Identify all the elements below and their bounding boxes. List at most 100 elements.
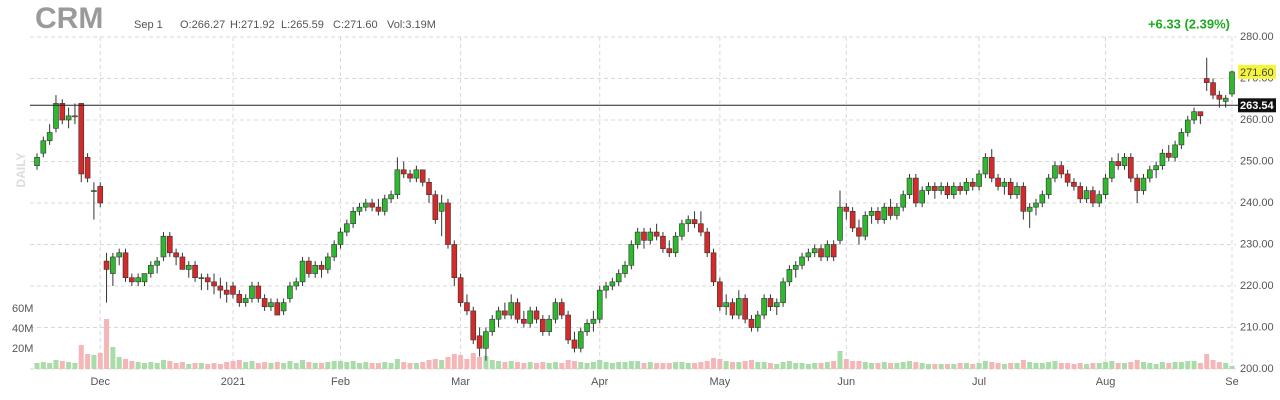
candle-body xyxy=(103,260,110,270)
volume-bar xyxy=(1001,364,1007,369)
candle-body xyxy=(1045,177,1052,196)
volume-bar xyxy=(477,357,483,369)
volume-bar xyxy=(995,363,1001,369)
volume-bar xyxy=(559,363,565,369)
volume-tick-label: 40M xyxy=(12,323,33,335)
volume-bar xyxy=(1204,354,1210,369)
volume-bar xyxy=(110,347,116,369)
candle-body xyxy=(628,244,635,266)
x-tick-label: Jun xyxy=(837,376,855,388)
candle-body xyxy=(723,302,729,308)
candle-body xyxy=(1159,152,1166,166)
candle-body xyxy=(249,285,255,299)
volume-bar xyxy=(888,363,894,369)
volume-bar xyxy=(1185,361,1191,369)
candle-body xyxy=(666,248,673,254)
candle-body xyxy=(78,103,85,175)
volume-bar xyxy=(913,362,919,369)
y-tick-label: 230.00 xyxy=(1240,238,1274,250)
candle-body xyxy=(1007,181,1014,195)
candle-body xyxy=(1121,157,1128,166)
candle-body xyxy=(483,331,489,349)
candle-body xyxy=(710,252,717,283)
candle-body xyxy=(660,235,666,249)
candle-body xyxy=(217,285,224,291)
candle-body xyxy=(97,186,104,204)
candle-body xyxy=(1147,169,1153,179)
candle-body xyxy=(634,231,641,245)
candle-body xyxy=(988,157,995,179)
volume-bar xyxy=(325,362,331,369)
volume-bar xyxy=(458,355,464,369)
volume-bar xyxy=(780,362,786,369)
candle-body xyxy=(426,181,432,195)
close-value: C:271.60 xyxy=(333,19,378,31)
candle-body xyxy=(141,273,148,283)
candle-body xyxy=(786,269,793,283)
candle-body xyxy=(540,318,546,332)
volume-bar xyxy=(755,362,761,369)
volume-bar xyxy=(300,360,306,369)
candle-body xyxy=(672,235,679,254)
volume-bar xyxy=(407,363,413,369)
candle-body xyxy=(204,277,211,283)
x-tick-label: May xyxy=(709,376,730,388)
candle-body xyxy=(736,298,742,316)
candle-body xyxy=(236,293,243,303)
candle-body xyxy=(805,252,812,258)
volume-bar xyxy=(546,363,552,369)
volume-bar xyxy=(957,363,963,369)
candle-body xyxy=(1165,152,1172,158)
volume-bar xyxy=(97,353,103,369)
candle-body xyxy=(641,231,647,241)
candle-body xyxy=(388,194,394,200)
candle-body xyxy=(742,298,748,320)
volume-tick-label: 60M xyxy=(12,303,33,315)
volume-bar xyxy=(243,362,249,369)
volume-bar xyxy=(1223,363,1229,369)
candle-body xyxy=(1102,177,1109,196)
volume-bar xyxy=(382,362,388,369)
candle-body xyxy=(856,227,862,237)
volume-bar xyxy=(748,360,754,369)
candle-body xyxy=(375,206,382,212)
candle-body xyxy=(603,285,609,291)
volume-bar xyxy=(900,362,906,369)
candle-body xyxy=(887,206,894,216)
volume-bar xyxy=(926,364,932,369)
volume-bar xyxy=(907,361,913,369)
candle-body xyxy=(577,331,584,349)
volume-bar xyxy=(1197,363,1203,369)
candle-body xyxy=(1229,71,1235,95)
candle-body xyxy=(944,186,951,195)
candle-body xyxy=(179,256,186,270)
candle-body xyxy=(938,186,944,191)
price-line-label: 263.54 xyxy=(1240,100,1275,112)
volume-bar xyxy=(1210,360,1216,369)
volume-bar xyxy=(843,359,849,369)
volume-bar xyxy=(319,363,325,369)
x-tick-label: Feb xyxy=(331,376,350,388)
volume-bar xyxy=(306,362,312,369)
candle-body xyxy=(148,264,154,274)
volume-bar xyxy=(217,364,223,369)
x-tick-label: Jul xyxy=(972,376,986,388)
volume-bar xyxy=(388,363,394,369)
candle-body xyxy=(508,302,515,316)
candle-body xyxy=(761,298,767,316)
candle-body xyxy=(552,302,559,320)
candle-body xyxy=(995,177,1001,187)
last-price-label: 271.60 xyxy=(1240,67,1274,79)
x-tick-label: 2021 xyxy=(221,376,245,388)
volume-bar xyxy=(1014,363,1020,369)
candle-body xyxy=(1134,177,1140,191)
volume-bar xyxy=(654,363,660,369)
candle-body xyxy=(565,314,571,341)
volume-bar xyxy=(711,358,717,369)
volume-bar xyxy=(805,364,811,369)
volume-bar xyxy=(1020,360,1026,369)
candle-body xyxy=(843,206,850,212)
candle-body xyxy=(717,281,723,308)
x-tick-label: Apr xyxy=(591,376,608,388)
candle-body xyxy=(1115,161,1121,166)
